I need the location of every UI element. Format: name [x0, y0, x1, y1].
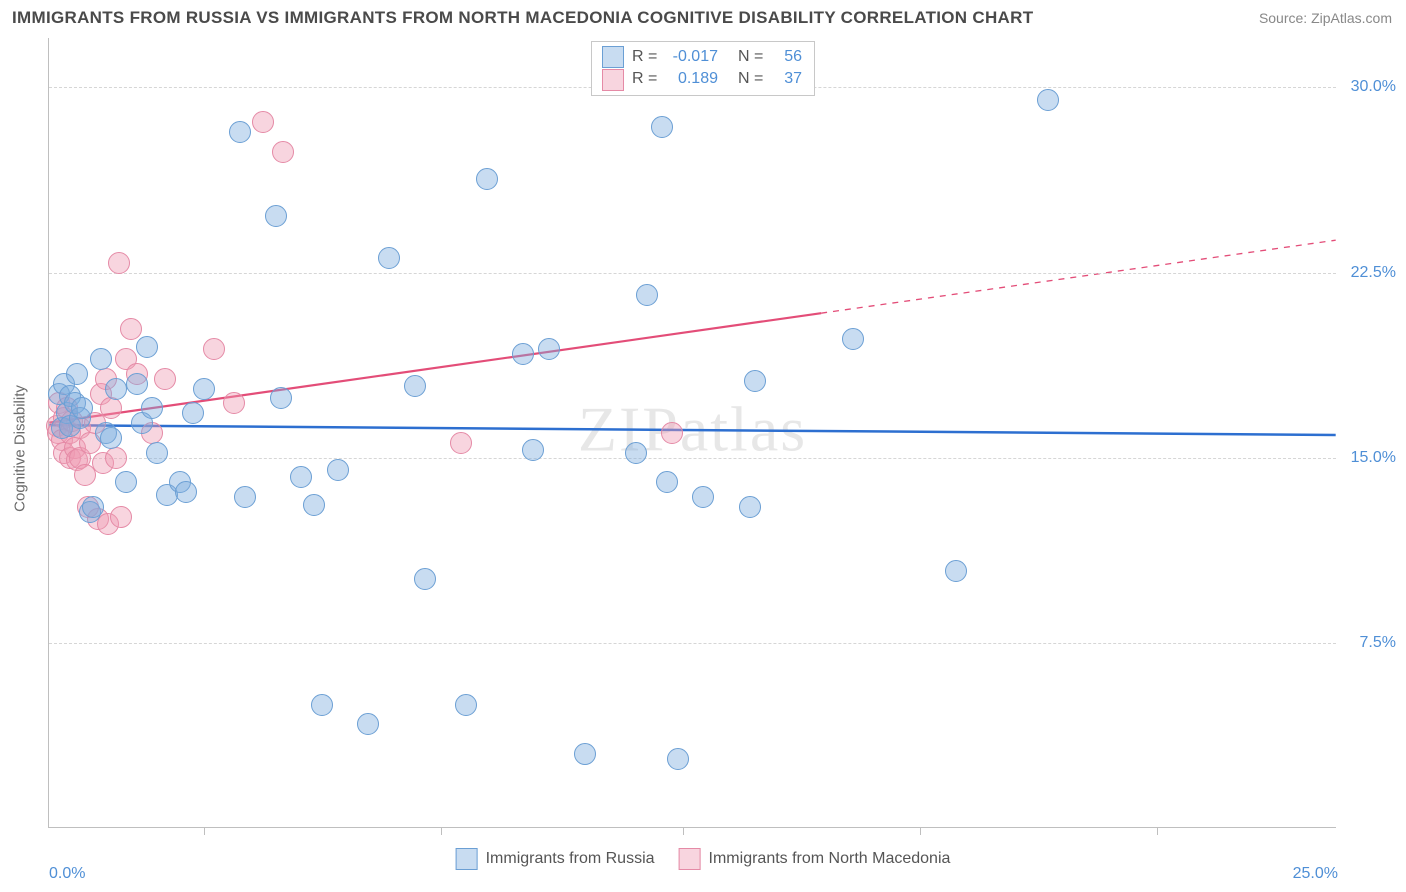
scatter-point-russia	[512, 343, 534, 365]
scatter-point-russia	[327, 459, 349, 481]
scatter-point-russia	[141, 397, 163, 419]
scatter-point-russia	[105, 378, 127, 400]
scatter-point-macedonia	[100, 397, 122, 419]
scatter-point-russia	[100, 427, 122, 449]
y-tick-label: 7.5%	[1360, 634, 1396, 652]
scatter-point-russia	[303, 494, 325, 516]
scatter-point-macedonia	[252, 111, 274, 133]
x-tick	[1157, 827, 1158, 835]
scatter-point-russia	[90, 348, 112, 370]
scatter-point-russia	[126, 373, 148, 395]
scatter-point-russia	[270, 387, 292, 409]
scatter-point-russia	[1037, 89, 1059, 111]
gridline	[49, 458, 1336, 459]
scatter-point-russia	[404, 375, 426, 397]
scatter-point-russia	[414, 568, 436, 590]
x-axis-max-label: 25.0%	[1293, 865, 1338, 883]
series-legend-item-macedonia: Immigrants from North Macedonia	[679, 848, 951, 870]
scatter-point-macedonia	[450, 432, 472, 454]
gridline	[49, 643, 1336, 644]
trend-lines-layer	[49, 38, 1336, 827]
n-label: N =	[738, 46, 766, 68]
scatter-point-russia	[82, 496, 104, 518]
n-label: N =	[738, 68, 766, 90]
source-label: Source:	[1259, 10, 1307, 26]
source-link[interactable]: ZipAtlas.com	[1311, 10, 1392, 26]
legend-swatch-icon	[456, 848, 478, 870]
correlation-legend: R = -0.017 N = 56 R = 0.189 N = 37	[591, 41, 815, 96]
scatter-point-russia	[538, 338, 560, 360]
scatter-point-russia	[378, 247, 400, 269]
scatter-point-russia	[842, 328, 864, 350]
scatter-point-russia	[234, 486, 256, 508]
scatter-point-russia	[311, 694, 333, 716]
scatter-point-russia	[476, 168, 498, 190]
x-tick	[920, 827, 921, 835]
r-label: R =	[632, 68, 660, 90]
y-axis-title: Cognitive Disability	[12, 385, 29, 512]
x-axis-min-label: 0.0%	[49, 865, 85, 883]
series-legend-item-russia: Immigrants from Russia	[456, 848, 655, 870]
scatter-point-macedonia	[105, 447, 127, 469]
scatter-point-macedonia	[110, 506, 132, 528]
x-tick	[204, 827, 205, 835]
scatter-point-russia	[115, 471, 137, 493]
trendline-extrapolated-macedonia	[821, 240, 1336, 313]
legend-swatch-icon	[602, 69, 624, 91]
scatter-point-russia	[636, 284, 658, 306]
scatter-point-russia	[175, 481, 197, 503]
scatter-point-russia	[744, 370, 766, 392]
plot-area: ZIPatlas 7.5%15.0%22.5%30.0%0.0%25.0%	[48, 38, 1336, 828]
scatter-point-russia	[574, 743, 596, 765]
gridline	[49, 273, 1336, 274]
scatter-point-macedonia	[272, 141, 294, 163]
watermark-text: ZIPatlas	[578, 392, 807, 466]
scatter-point-russia	[146, 442, 168, 464]
r-label: R =	[632, 46, 660, 68]
scatter-point-russia	[136, 336, 158, 358]
scatter-point-russia	[739, 496, 761, 518]
series-legend-label: Immigrants from North Macedonia	[709, 850, 951, 868]
series-legend-label: Immigrants from Russia	[486, 850, 655, 868]
scatter-point-russia	[667, 748, 689, 770]
scatter-point-russia	[193, 378, 215, 400]
scatter-point-russia	[71, 397, 93, 419]
source-attribution: Source: ZipAtlas.com	[1259, 10, 1392, 26]
x-tick	[683, 827, 684, 835]
scatter-point-macedonia	[223, 392, 245, 414]
n-value: 37	[774, 68, 802, 90]
scatter-point-russia	[945, 560, 967, 582]
series-legend: Immigrants from Russia Immigrants from No…	[456, 840, 951, 878]
trendline-russia	[49, 425, 1335, 435]
legend-swatch-icon	[679, 848, 701, 870]
correlation-legend-row-macedonia: R = 0.189 N = 37	[602, 68, 802, 90]
correlation-legend-row-russia: R = -0.017 N = 56	[602, 46, 802, 68]
scatter-point-russia	[290, 466, 312, 488]
scatter-point-russia	[265, 205, 287, 227]
scatter-point-russia	[625, 442, 647, 464]
legend-swatch-icon	[602, 46, 624, 68]
x-tick	[441, 827, 442, 835]
scatter-point-russia	[692, 486, 714, 508]
scatter-point-russia	[66, 363, 88, 385]
scatter-point-russia	[522, 439, 544, 461]
scatter-point-russia	[182, 402, 204, 424]
scatter-point-macedonia	[203, 338, 225, 360]
scatter-point-macedonia	[108, 252, 130, 274]
scatter-point-russia	[656, 471, 678, 493]
scatter-point-macedonia	[154, 368, 176, 390]
n-value: 56	[774, 46, 802, 68]
y-tick-label: 15.0%	[1351, 449, 1396, 467]
scatter-point-macedonia	[661, 422, 683, 444]
scatter-point-russia	[651, 116, 673, 138]
y-tick-label: 22.5%	[1351, 264, 1396, 282]
r-value: 0.189	[668, 68, 718, 90]
chart-title: IMMIGRANTS FROM RUSSIA VS IMMIGRANTS FRO…	[12, 8, 1033, 28]
scatter-point-russia	[229, 121, 251, 143]
y-tick-label: 30.0%	[1351, 78, 1396, 96]
scatter-point-russia	[455, 694, 477, 716]
scatter-point-russia	[357, 713, 379, 735]
r-value: -0.017	[668, 46, 718, 68]
